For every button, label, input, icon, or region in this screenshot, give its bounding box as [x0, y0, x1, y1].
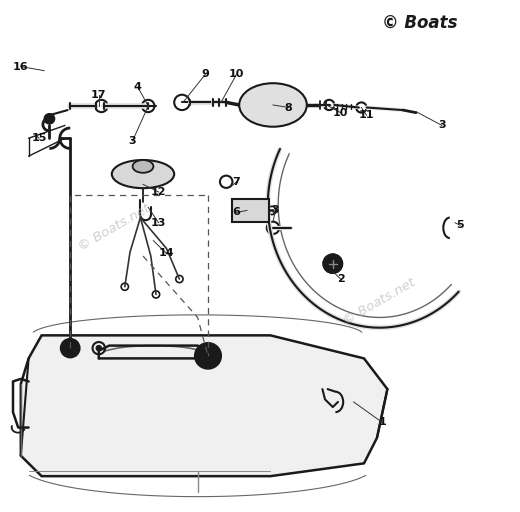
Text: © Boats.net: © Boats.net — [341, 276, 418, 328]
Text: 11: 11 — [359, 110, 374, 120]
Text: © Boats: © Boats — [382, 14, 458, 32]
Text: 8: 8 — [285, 102, 292, 113]
Text: 17: 17 — [91, 90, 107, 100]
Text: 5: 5 — [457, 220, 464, 230]
Text: 9: 9 — [201, 69, 210, 79]
Text: 6: 6 — [232, 207, 241, 218]
Ellipse shape — [112, 160, 174, 188]
Circle shape — [202, 350, 214, 362]
Text: 16: 16 — [13, 61, 29, 72]
Circle shape — [61, 339, 80, 357]
Text: 3: 3 — [438, 120, 446, 131]
Circle shape — [44, 114, 55, 124]
Circle shape — [96, 346, 101, 351]
Text: 4: 4 — [134, 82, 142, 92]
Text: 2: 2 — [337, 274, 344, 284]
Text: 13: 13 — [151, 218, 166, 228]
Ellipse shape — [239, 83, 307, 126]
Text: 7: 7 — [233, 177, 240, 187]
Text: 14: 14 — [159, 248, 174, 259]
Text: 15: 15 — [31, 133, 47, 143]
Text: 3: 3 — [129, 136, 136, 146]
Circle shape — [323, 254, 342, 273]
Text: 3: 3 — [272, 205, 279, 215]
Ellipse shape — [133, 160, 153, 173]
Text: 10: 10 — [229, 69, 244, 79]
Text: 12: 12 — [151, 187, 166, 197]
Circle shape — [195, 343, 221, 369]
Text: © Boats.net: © Boats.net — [76, 202, 153, 254]
Text: 1: 1 — [379, 417, 386, 428]
Polygon shape — [21, 335, 387, 476]
Text: 10: 10 — [333, 108, 348, 118]
FancyBboxPatch shape — [232, 199, 269, 222]
